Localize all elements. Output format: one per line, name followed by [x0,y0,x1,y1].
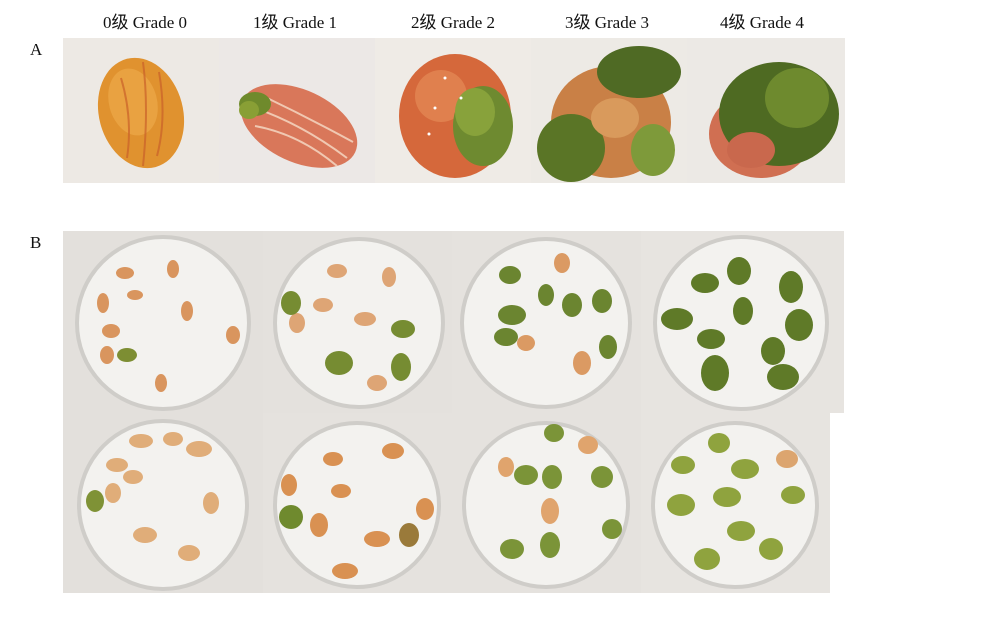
panel-label-b: B [30,233,42,252]
grade-label-2: 2级 Grade 2 [410,13,496,32]
petri-dish-photo-8 [641,413,830,593]
petri-dish-photo-7 [452,413,641,593]
grade-label-1: 1级 Grade 1 [252,13,338,32]
seed-photo-grade-1 [219,38,375,183]
seed-photo-grade-4 [687,38,845,183]
grade-label-0: 0级 Grade 0 [102,13,188,32]
petri-dish-photo-2 [263,231,452,413]
seed-photo-grade-0 [63,38,219,183]
grade-label-4: 4级 Grade 4 [719,13,805,32]
panel-label-a: A [30,40,43,59]
petri-dish-photo-5 [63,413,263,593]
petri-dish-photo-3 [452,231,641,413]
seed-photo-grade-2 [375,38,531,183]
petri-dish-photo-6 [263,413,452,593]
grade-label-3: 3级 Grade 3 [564,13,650,32]
seed-photo-grade-3 [531,38,687,183]
petri-dish-photo-4 [641,231,844,413]
petri-dish-photo-1 [63,231,263,413]
